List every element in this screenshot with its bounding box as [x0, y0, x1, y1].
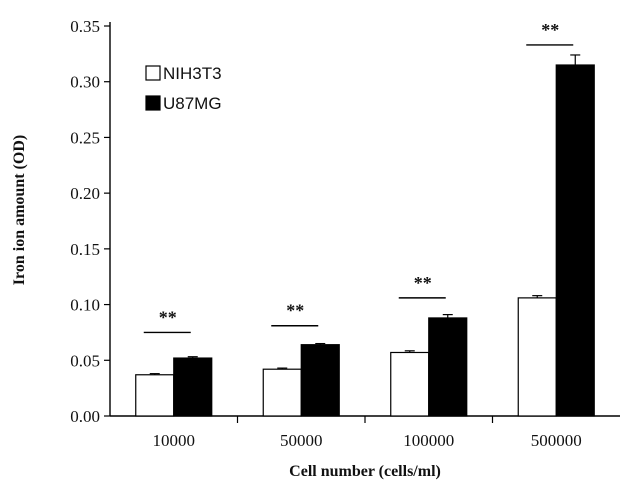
bar-nih3t3 [390, 351, 430, 417]
legend-swatch [145, 95, 161, 111]
y-tick-label: 0.15 [70, 240, 100, 259]
legend-swatch [145, 65, 161, 81]
y-tick-label: 0.10 [70, 296, 100, 315]
x-tick-label: 100000 [403, 431, 454, 450]
y-tick-label: 0.05 [70, 351, 100, 370]
bar-u87mg [173, 357, 213, 417]
x-tick-label: 500000 [531, 431, 582, 450]
y-tick-label: 0.00 [70, 407, 100, 426]
bar-u87mg [300, 344, 340, 417]
bar-nih3t3 [262, 368, 302, 417]
bar-nih3t3 [517, 297, 557, 417]
y-tick-label: 0.20 [70, 184, 100, 203]
y-tick-label: 0.30 [70, 73, 100, 92]
significance-label: ** [414, 273, 432, 293]
x-tick-label: 10000 [153, 431, 196, 450]
bar-nih3t3 [135, 374, 175, 417]
plot-area: 0.00 0.05 0.10 0.15 0.20 0.25 0.30 0.35 10000 500… [70, 17, 620, 450]
legend-label: U87MG [163, 94, 222, 113]
bar-u87mg [555, 64, 595, 417]
y-tick-label: 0.25 [70, 128, 100, 147]
x-tick-label: 50000 [280, 431, 323, 450]
y-tick-label: 0.35 [70, 17, 100, 36]
x-axis-title: Cell number (cells/ml) [289, 463, 441, 480]
legend-label: NIH3T3 [163, 64, 222, 83]
bar-u87mg [428, 317, 468, 417]
y-axis-title: Iron ion amount (OD) [11, 135, 28, 285]
significance-label: ** [541, 20, 559, 40]
significance-label: ** [286, 301, 304, 321]
significance-label: ** [159, 307, 177, 327]
